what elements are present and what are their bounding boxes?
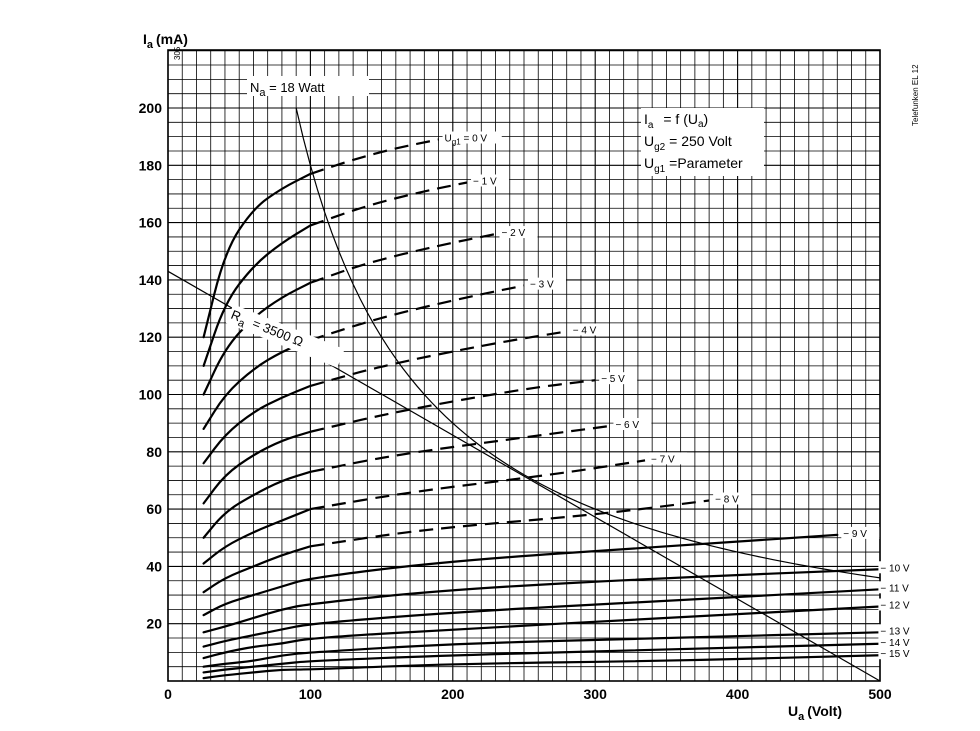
curve-label: − 11 V — [880, 583, 909, 594]
power-curve-label: Na = 18 Watt — [247, 76, 369, 99]
x-tick-label: 200 — [441, 686, 465, 702]
grid — [167, 49, 881, 682]
y-tick-label: 40 — [146, 558, 162, 574]
curve-label: − 15 V — [880, 649, 910, 660]
side-label: Telefunken EL 12 — [911, 64, 920, 126]
curve-label-bg — [878, 598, 922, 611]
curve-group — [202, 138, 882, 680]
curve-solid — [202, 470, 312, 539]
curve-solid — [202, 533, 839, 617]
x-tick-label: 500 — [868, 686, 892, 702]
curve-label: − 6 V — [615, 420, 639, 431]
power-hyperbola — [295, 107, 881, 579]
curve-label-bg — [599, 372, 638, 385]
curve-label: − 4 V — [573, 325, 597, 336]
curve-label-bg — [649, 452, 688, 465]
curve-solid — [202, 281, 312, 396]
curve-dashed — [310, 424, 610, 473]
curve-label-bg — [841, 526, 880, 539]
info-box: Ia = f (Ua) Ug2 = 250 Volt Ug1 =Paramete… — [641, 108, 764, 176]
curve-label-bg — [713, 492, 752, 505]
curve-label: − 2 V — [502, 228, 526, 239]
y-tick-label: 80 — [146, 444, 162, 460]
curve-solid — [202, 642, 882, 674]
x-tick-label: 100 — [299, 686, 323, 702]
curve-label-bg — [471, 174, 510, 187]
curve-solid — [202, 654, 882, 680]
curve-solid — [202, 508, 312, 565]
curve-solid — [202, 338, 312, 430]
curve-solid — [202, 224, 312, 367]
curve-label: − 9 V — [843, 529, 867, 540]
tick-group: 0 100 200 300 400 500 20 40 60 80 100 120 140 160 180 2… — [139, 100, 892, 702]
curve-label: − 1 V — [473, 176, 497, 187]
curve-label-bg — [878, 581, 922, 594]
curve-label: − 13 V — [880, 626, 910, 637]
curve-solid — [202, 631, 882, 668]
svg-text:Na = 18 Watt: Na = 18 Watt — [250, 80, 325, 99]
curve-label-bg — [878, 561, 922, 574]
curve-label-bg — [878, 624, 922, 637]
curve-label-bg — [878, 635, 922, 648]
y-tick-label: 140 — [139, 272, 163, 288]
curve-label: − 8 V — [715, 495, 739, 506]
curve-dashed — [310, 459, 646, 511]
y-tick-label: 180 — [139, 157, 163, 173]
y-tick-label: 20 — [146, 616, 162, 632]
info-line-3: Ug1 =Parameter — [644, 155, 743, 175]
curve-dashed — [310, 379, 596, 433]
x-tick-label: 400 — [726, 686, 750, 702]
curve-solid — [202, 172, 312, 339]
curve-label-bg — [613, 418, 652, 431]
info-line-2: Ug2 = 250 Volt — [644, 133, 732, 153]
info-line-1: Ia = f (Ua) — [644, 111, 708, 131]
y-tick-label: 200 — [139, 100, 163, 116]
x-tick-label: 300 — [584, 686, 608, 702]
x-axis-title: Ua (Volt) — [788, 703, 842, 723]
curve-solid — [202, 430, 312, 505]
curve-label-bg — [570, 323, 609, 336]
curve-label: − 10 V — [880, 563, 910, 574]
curve-solid — [202, 605, 882, 660]
curve-solid — [202, 545, 312, 594]
curve-dashed — [310, 284, 525, 342]
curve-label-bg — [528, 277, 566, 290]
curve-solid — [202, 568, 882, 634]
curve-dashed — [310, 181, 468, 227]
x-tick-label: 0 — [164, 686, 172, 702]
label-group: Ug1 = 0 V − 1 V − 2 V − 3 V − 4 V − 5 V − 6 V −… — [442, 131, 922, 660]
curve-label: Ug1 = 0 V — [445, 134, 488, 147]
curve-label: − 7 V — [651, 454, 675, 465]
y-axis-title: Ia (mA) — [143, 31, 188, 51]
corner-code: 305 — [173, 46, 182, 60]
y-tick-label: 60 — [146, 501, 162, 517]
curve-label-bg — [878, 647, 922, 660]
curve-solid — [202, 384, 312, 465]
curve-label-bg — [442, 131, 502, 144]
y-tick-label: 120 — [139, 329, 163, 345]
curve-dashed — [310, 232, 496, 284]
curve-solid — [202, 588, 882, 648]
curve-label-bg — [499, 226, 538, 239]
curve-dashed — [310, 330, 567, 387]
curve-dashed — [310, 138, 439, 175]
curve-label: − 3 V — [530, 280, 554, 291]
curve-label: − 14 V — [880, 638, 910, 649]
y-tick-label: 100 — [139, 387, 163, 403]
curve-label: − 5 V — [601, 374, 625, 385]
curve-label: − 12 V — [880, 601, 910, 612]
y-tick-label: 160 — [139, 215, 163, 231]
load-line-label: Ra = 3500 Ω — [225, 304, 345, 368]
